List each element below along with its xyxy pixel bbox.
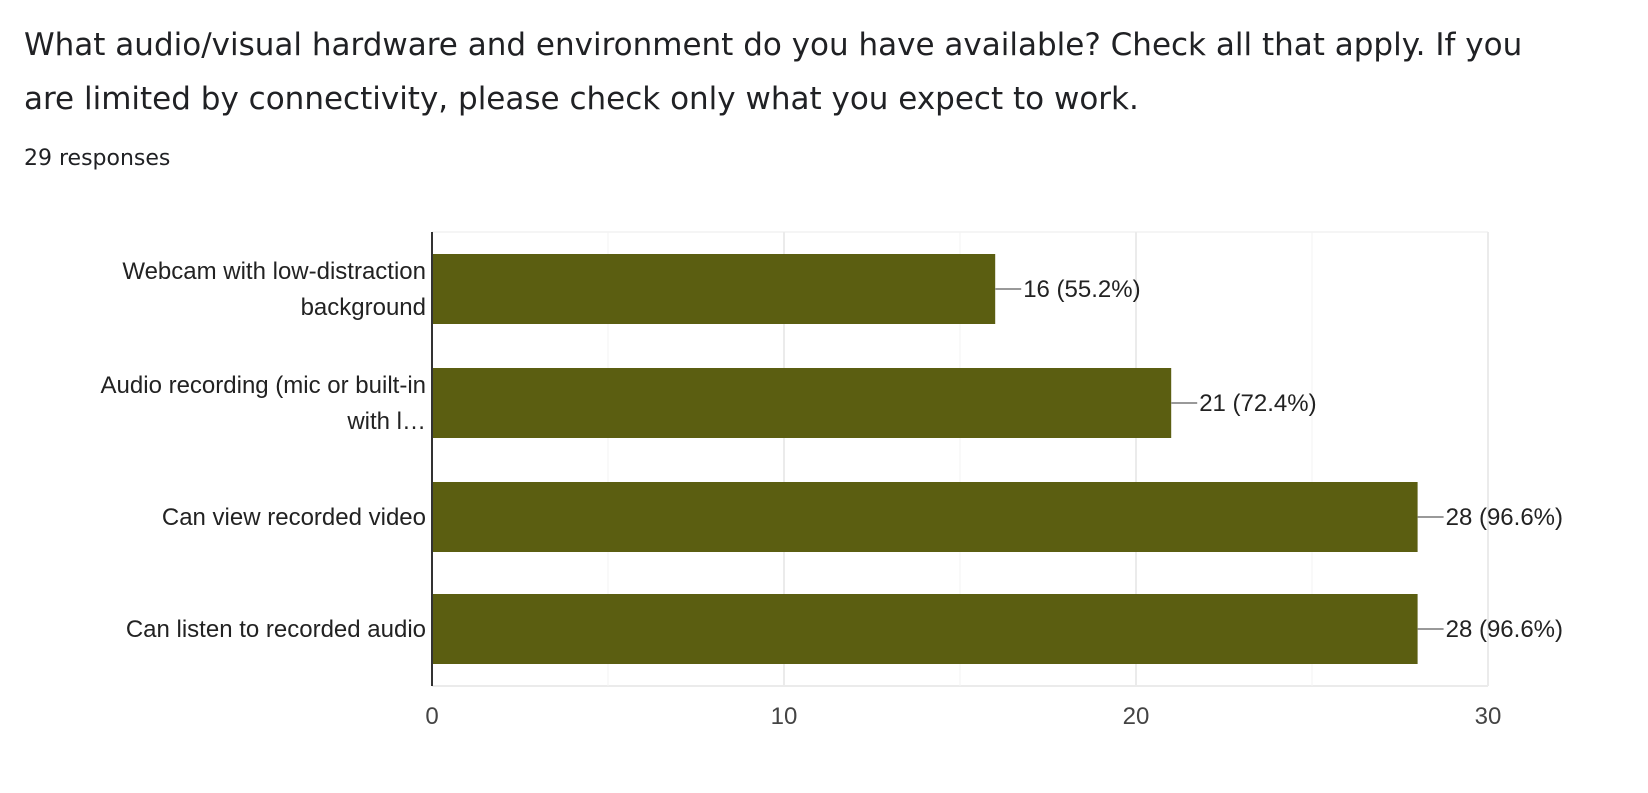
bar-value-label: 21 (72.4%) — [1199, 390, 1316, 417]
category-label: Audio recording (mic or built-in with l… — [101, 372, 426, 435]
category-label: Can listen to recorded audio — [126, 616, 426, 643]
bar — [432, 368, 1172, 438]
bar — [432, 254, 996, 324]
response-count: 29 responses — [24, 146, 171, 171]
bar-value-label: 28 (96.6%) — [1446, 616, 1563, 643]
category-label: Can view recorded video — [162, 504, 426, 531]
bar — [432, 594, 1418, 664]
x-tick-label: 30 — [1475, 703, 1502, 730]
bar-value-label: 28 (96.6%) — [1446, 504, 1563, 531]
question-title: What audio/visual hardware and environme… — [24, 27, 1523, 117]
x-tick-label: 0 — [425, 703, 438, 730]
bar-value-label: 16 (55.2%) — [1023, 276, 1140, 303]
category-label: Webcam with low-distraction background — [122, 258, 426, 321]
x-tick-label: 10 — [771, 703, 798, 730]
bar — [432, 482, 1418, 552]
x-tick-label: 20 — [1123, 703, 1150, 730]
